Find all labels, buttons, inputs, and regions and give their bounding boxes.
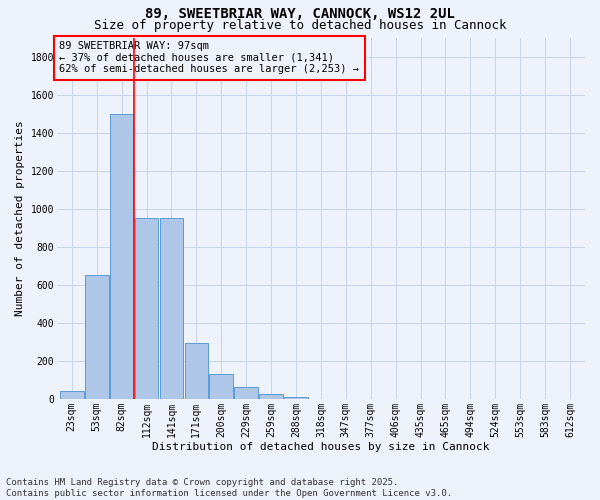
Bar — [209, 374, 233, 399]
Text: 89, SWEETBRIAR WAY, CANNOCK, WS12 2UL: 89, SWEETBRIAR WAY, CANNOCK, WS12 2UL — [145, 8, 455, 22]
Y-axis label: Number of detached properties: Number of detached properties — [15, 120, 25, 316]
Bar — [134, 218, 158, 399]
Text: Contains HM Land Registry data © Crown copyright and database right 2025.
Contai: Contains HM Land Registry data © Crown c… — [6, 478, 452, 498]
X-axis label: Distribution of detached houses by size in Cannock: Distribution of detached houses by size … — [152, 442, 490, 452]
Bar — [60, 392, 83, 399]
Text: 89 SWEETBRIAR WAY: 97sqm
← 37% of detached houses are smaller (1,341)
62% of sem: 89 SWEETBRIAR WAY: 97sqm ← 37% of detach… — [59, 41, 359, 74]
Bar — [85, 276, 109, 399]
Bar — [110, 114, 133, 399]
Bar — [259, 394, 283, 399]
Bar — [235, 386, 258, 399]
Text: Size of property relative to detached houses in Cannock: Size of property relative to detached ho… — [94, 19, 506, 32]
Bar — [185, 343, 208, 399]
Bar — [284, 397, 308, 399]
Bar — [160, 218, 183, 399]
